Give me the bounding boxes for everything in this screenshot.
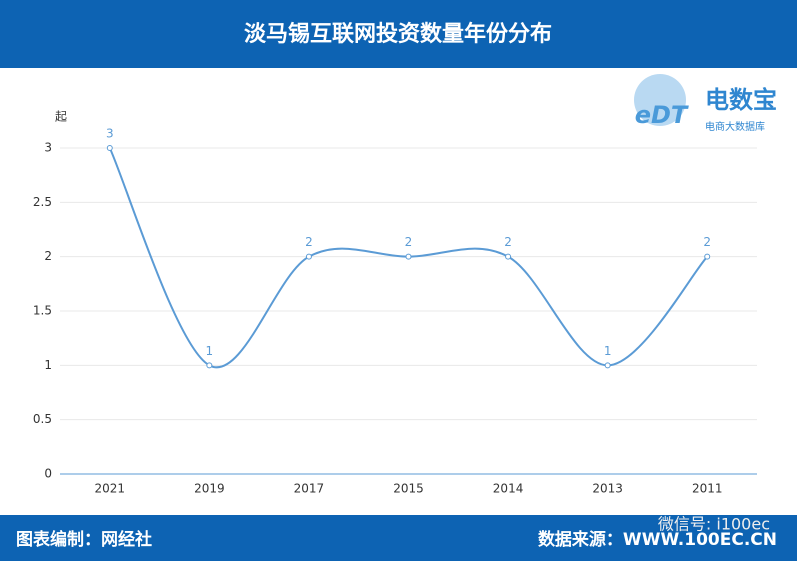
value-label: 1 — [604, 344, 612, 358]
point — [106, 145, 113, 151]
value-label: 2 — [504, 235, 512, 249]
y-tick-label: 0 — [44, 467, 52, 481]
value-label: 2 — [703, 235, 711, 249]
point — [206, 362, 213, 369]
value-label: 1 — [206, 344, 214, 358]
value-label: 2 — [305, 235, 313, 249]
y-tick-label: 0.5 — [33, 412, 52, 426]
value-label: 3 — [106, 127, 114, 141]
logo-cloud — [634, 74, 686, 126]
y-tick-label: 2.5 — [33, 195, 52, 209]
y-tick-label: 1 — [44, 358, 52, 372]
point — [305, 253, 312, 260]
point — [704, 253, 711, 260]
x-tick-label: 2013 — [592, 482, 623, 496]
watermark: 微信号: i100ec — [658, 515, 770, 534]
footer-right: 数据来源：WWW.100EC.CN — [538, 529, 777, 550]
footer-left: 图表编制：网经社 — [16, 529, 152, 550]
chart-title: 淡马锡互联网投资数量年份分布 — [244, 21, 552, 47]
header-bar — [0, 0, 797, 68]
x-tick-label: 2021 — [95, 482, 126, 496]
point — [405, 253, 412, 260]
x-tick-label: 2015 — [393, 482, 424, 496]
point — [505, 253, 512, 260]
footer-bar — [0, 515, 797, 561]
logo-subtitle: 电商大数据库 — [705, 120, 765, 133]
point — [604, 362, 611, 369]
value-label: 2 — [405, 235, 413, 249]
y-tick-label: 3 — [44, 141, 52, 155]
y-tick-label: 1.5 — [33, 304, 52, 318]
x-tick-label: 2017 — [294, 482, 325, 496]
x-tick-label: 2019 — [194, 482, 225, 496]
y-axis-label: 起 — [55, 110, 67, 124]
x-tick-label: 2014 — [493, 482, 524, 496]
x-tick-label: 2011 — [692, 482, 723, 496]
logo-name: 电数宝 — [705, 86, 777, 114]
y-tick-label: 2 — [44, 249, 52, 263]
logo-mark: eDT — [635, 101, 689, 129]
